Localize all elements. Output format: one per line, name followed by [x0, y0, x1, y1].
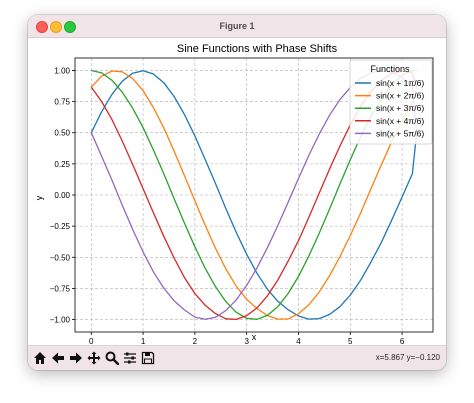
home-button[interactable]	[32, 350, 48, 366]
cursor-coordinates: x=5.867 y=−0.120	[375, 353, 440, 362]
chart-title: Sine Functions with Phase Shifts	[177, 43, 338, 55]
x-axis-label: x	[252, 332, 257, 342]
zoom-window-button[interactable]	[64, 21, 76, 33]
y-tick-label: 0.25	[54, 160, 70, 169]
back-arrow-icon	[52, 352, 64, 364]
save-floppy-icon	[141, 351, 155, 365]
y-tick-label: −0.25	[50, 222, 71, 231]
y-axis-label: y	[34, 195, 44, 200]
plot-canvas[interactable]: Sine Functions with Phase Shifts 0 1 2 3 4 5 6…	[28, 38, 446, 345]
legend-label: sin(x + 5π/6)	[376, 128, 424, 138]
forward-button[interactable]	[68, 350, 84, 366]
y-tick-label: 1.00	[54, 66, 70, 75]
forward-arrow-icon	[70, 352, 82, 364]
back-button[interactable]	[50, 350, 66, 366]
minimize-window-button[interactable]	[50, 21, 62, 33]
x-tick-label: 2	[193, 337, 198, 345]
title-bar: Figure 1	[28, 15, 446, 38]
configure-sliders-icon	[124, 352, 136, 364]
y-tick-label: 0.75	[54, 98, 70, 107]
zoom-magnifier-icon	[105, 351, 119, 365]
x-tick-label: 3	[244, 337, 249, 345]
series-line-1	[90, 70, 418, 320]
legend-box	[349, 59, 433, 145]
y-tick-label: −0.75	[50, 284, 71, 293]
legend-title: Functions	[370, 64, 410, 74]
close-window-button[interactable]	[36, 21, 48, 33]
home-icon	[34, 352, 46, 364]
x-tick-label: 5	[348, 337, 353, 345]
x-tick-label: 4	[296, 337, 301, 345]
x-tick-label: 6	[400, 337, 405, 345]
x-tick-label: 1	[141, 337, 146, 345]
legend-label: sin(x + 4π/6)	[376, 116, 424, 126]
window-title: Figure 1	[219, 21, 255, 31]
configure-subplots-button[interactable]	[122, 350, 138, 366]
legend-label: sin(x + 3π/6)	[376, 103, 424, 113]
y-tick-label: −0.50	[50, 253, 71, 262]
save-button[interactable]	[140, 350, 156, 366]
zoom-button[interactable]	[104, 350, 120, 366]
x-tick-label: 0	[89, 337, 94, 345]
legend-label: sin(x + 2π/6)	[376, 91, 424, 101]
toolbar: x=5.867 y=−0.120	[28, 345, 446, 370]
y-tick-label: 0.00	[54, 191, 70, 200]
axis-ticks: 0 1 2 3 4 5 6 1.00 0.75 0.50 0.25 0.00 −0.25 −0.50 −0.…	[50, 66, 405, 345]
figure-window: Figure 1 Sine Functions with Phase Shift…	[28, 15, 446, 370]
pan-button[interactable]	[86, 350, 102, 366]
legend-label: sin(x + 1π/6)	[376, 78, 424, 88]
y-tick-label: −1.00	[50, 316, 71, 325]
pan-move-icon	[87, 351, 101, 365]
y-tick-label: 0.50	[54, 129, 70, 138]
legend: Functions sin(x + 1π/6) sin(x + 2π/6) sin(…	[349, 59, 433, 145]
